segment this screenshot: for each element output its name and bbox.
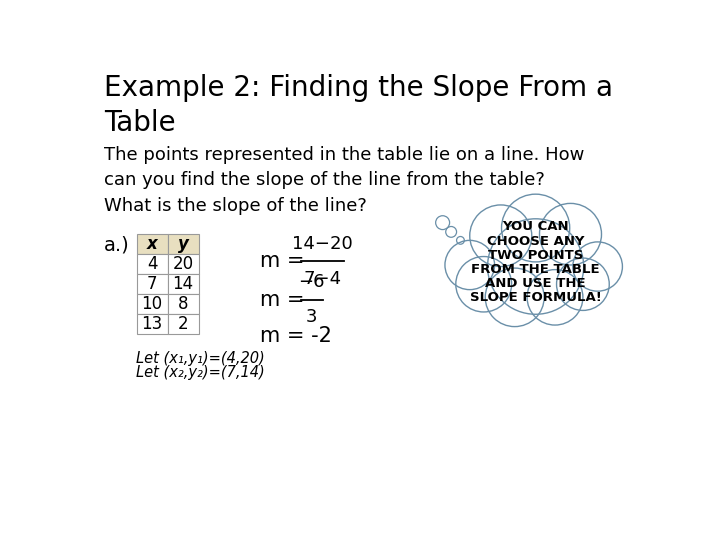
Circle shape (445, 240, 495, 289)
Text: 14: 14 (172, 275, 194, 293)
Circle shape (485, 268, 544, 327)
Circle shape (502, 194, 570, 262)
Text: y: y (178, 235, 189, 253)
Text: 3: 3 (306, 308, 318, 326)
FancyBboxPatch shape (137, 274, 168, 294)
Text: 20: 20 (172, 255, 194, 273)
FancyBboxPatch shape (168, 254, 199, 274)
Text: −6: −6 (298, 273, 325, 291)
FancyBboxPatch shape (168, 314, 199, 334)
Text: Let (x₂,y₂)=(7,14): Let (x₂,y₂)=(7,14) (137, 365, 265, 380)
Circle shape (527, 269, 583, 325)
Text: 13: 13 (141, 315, 163, 333)
Text: 7: 7 (147, 275, 157, 293)
Text: YOU CAN: YOU CAN (503, 220, 569, 233)
FancyBboxPatch shape (137, 294, 168, 314)
Text: The points represented in the table lie on a line. How
can you find the slope of: The points represented in the table lie … (104, 146, 585, 215)
Text: FROM THE TABLE: FROM THE TABLE (472, 263, 600, 276)
Text: m =: m = (261, 289, 305, 309)
Text: 10: 10 (141, 295, 163, 313)
Circle shape (557, 258, 609, 310)
FancyBboxPatch shape (137, 234, 168, 254)
Text: x: x (147, 235, 158, 253)
Circle shape (539, 204, 601, 265)
Text: 8: 8 (178, 295, 188, 313)
Text: m =: m = (261, 251, 305, 271)
Text: Example 2: Finding the Slope From a
Table: Example 2: Finding the Slope From a Tabl… (104, 74, 613, 137)
Text: m = -2: m = -2 (261, 326, 333, 346)
FancyBboxPatch shape (137, 254, 168, 274)
Text: a.): a.) (104, 236, 130, 255)
Text: CHOOSE ANY: CHOOSE ANY (487, 235, 585, 248)
Circle shape (456, 256, 512, 312)
FancyBboxPatch shape (168, 294, 199, 314)
Text: Let (x₁,y₁)=(4,20): Let (x₁,y₁)=(4,20) (137, 351, 265, 366)
Circle shape (487, 219, 584, 314)
Text: 2: 2 (178, 315, 189, 333)
Circle shape (436, 215, 449, 230)
Text: AND USE THE: AND USE THE (485, 277, 586, 290)
Text: 14−20: 14−20 (292, 235, 353, 253)
Circle shape (446, 226, 456, 237)
Circle shape (469, 205, 532, 267)
Text: 4: 4 (147, 255, 157, 273)
Text: 7−4: 7−4 (303, 269, 341, 288)
Circle shape (573, 242, 622, 291)
FancyBboxPatch shape (168, 234, 199, 254)
Text: SLOPE FORMULA!: SLOPE FORMULA! (469, 291, 602, 304)
FancyBboxPatch shape (137, 314, 168, 334)
FancyBboxPatch shape (168, 274, 199, 294)
Circle shape (456, 237, 464, 244)
Text: TWO POINTS: TWO POINTS (488, 249, 583, 262)
